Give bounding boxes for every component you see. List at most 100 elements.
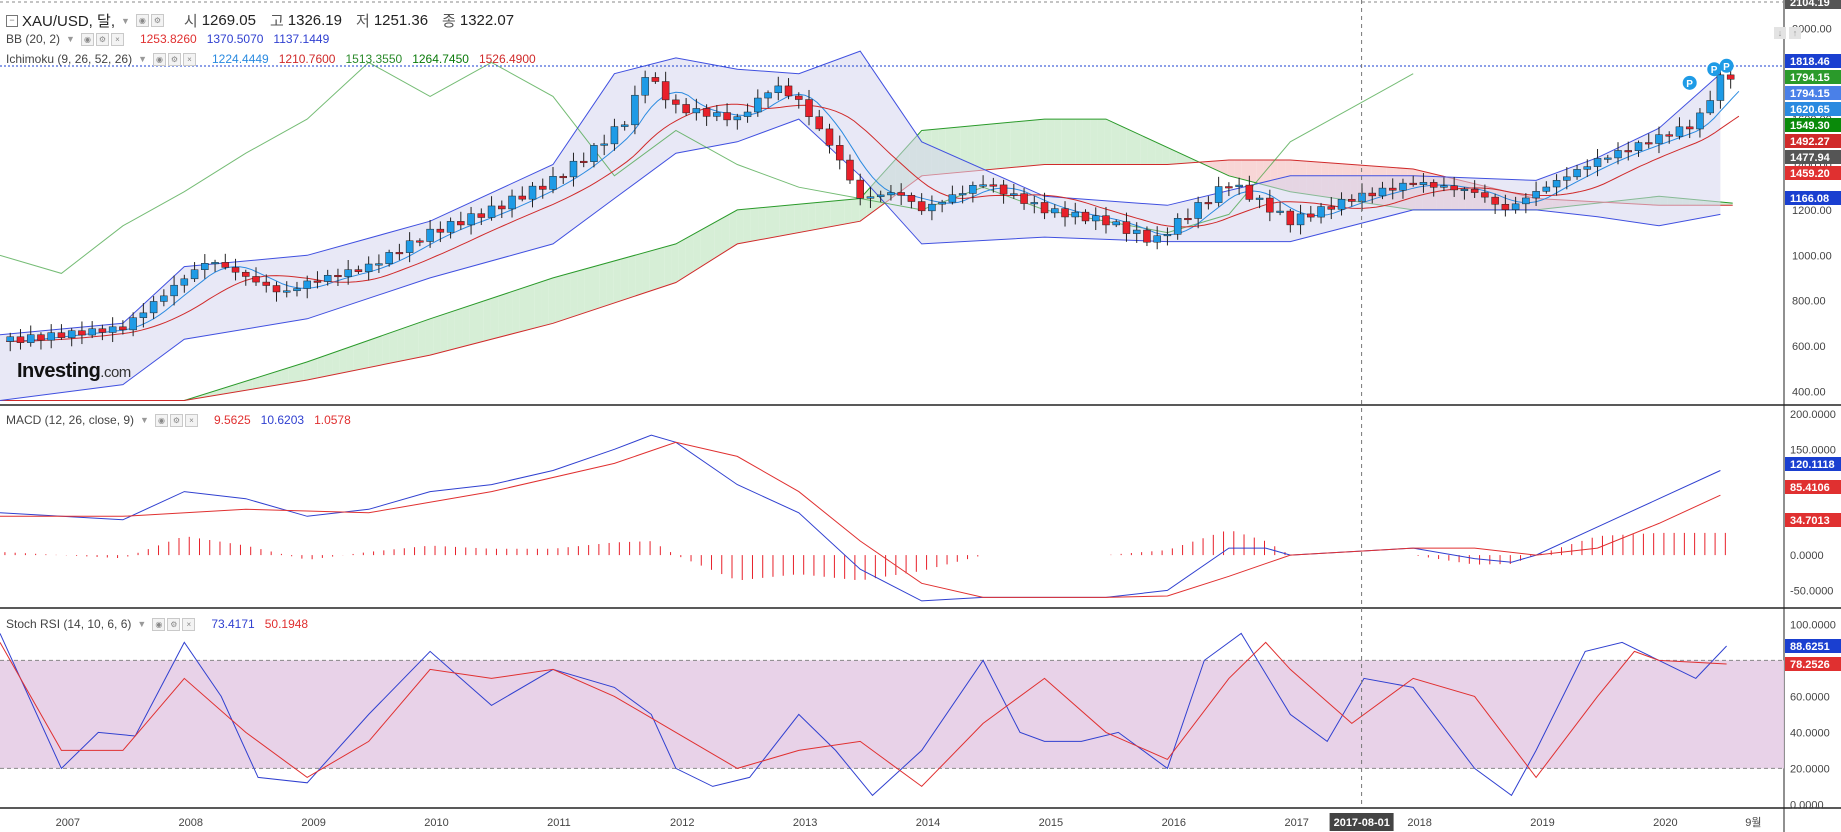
candle [1378, 187, 1387, 197]
ichimoku-cloud [1032, 119, 1040, 166]
settings-icon[interactable]: ⚙ [168, 52, 181, 66]
price-label: 1620.65 [1790, 104, 1830, 116]
settings-icon[interactable]: ⚙ [95, 32, 109, 46]
ichimoku-cloud [498, 293, 506, 338]
time-tick-label: 2016 [1162, 817, 1186, 829]
ichimoku-cloud [1241, 159, 1249, 182]
settings-icon[interactable]: ⚙ [150, 14, 164, 27]
close-value: 1322.07 [459, 12, 515, 29]
chevron-down-icon[interactable]: ▼ [138, 54, 147, 64]
stoch-name[interactable]: Stoch RSI (14, 10, 6, 6) [6, 617, 132, 631]
candle [1010, 193, 1018, 196]
eye-icon[interactable]: ◉ [152, 617, 166, 631]
signal-marker-label: P [1711, 65, 1718, 76]
eye-icon[interactable]: ◉ [135, 14, 149, 27]
ichimoku-cloud [1133, 131, 1141, 165]
ichimoku-cloud [620, 257, 629, 301]
ichimoku-controls[interactable]: ◉ ⚙ × [153, 52, 196, 66]
macd-value-signal: 1.0578 [314, 413, 351, 427]
close-icon[interactable]: × [184, 413, 198, 427]
candle [938, 201, 946, 205]
ichimoku-cloud [404, 325, 412, 361]
chevron-down-icon[interactable]: ▼ [137, 619, 147, 629]
ichimoku-cloud [548, 277, 556, 325]
candle [467, 213, 475, 226]
candle [231, 267, 240, 273]
stoch-controls[interactable]: ◉ ⚙ × [152, 617, 196, 631]
ichimoku-cloud [830, 200, 838, 227]
candle [88, 328, 96, 336]
ichimoku-cloud [729, 210, 737, 250]
ichimoku-name[interactable]: Ichimoku (9, 26, 52, 26) [6, 52, 133, 66]
ichimoku-cloud [592, 265, 600, 311]
ichimoku-cloud [656, 247, 665, 289]
candle [999, 184, 1008, 195]
ichimoku-value-kijun: 1210.7600 [278, 52, 336, 66]
ichimoku-cloud [245, 379, 253, 391]
ichimoku-cloud [447, 310, 455, 351]
ichimoku-cloud [389, 330, 398, 364]
close-icon[interactable]: × [182, 617, 196, 631]
ichimoku-cloud [844, 199, 852, 225]
ichimoku-cloud [1220, 160, 1228, 176]
candle [477, 213, 486, 218]
ichimoku-cloud [462, 305, 470, 347]
high-label: 고 [269, 13, 284, 30]
candle [1685, 126, 1694, 130]
settings-icon[interactable]: ⚙ [169, 413, 183, 427]
candle [1102, 215, 1110, 226]
crosshair-date-label: 2017-08-01 [1334, 817, 1390, 829]
ichimoku-cloud [267, 372, 275, 387]
macd-controls[interactable]: ◉ ⚙ × [154, 413, 198, 427]
close-icon[interactable]: × [110, 32, 124, 46]
candle [702, 108, 711, 117]
candle [1563, 176, 1571, 181]
candle [1388, 187, 1397, 191]
ichimoku-cloud [685, 234, 694, 277]
candle [1071, 211, 1080, 218]
ichimoku-cloud [512, 288, 520, 334]
ichimoku-cloud [613, 259, 621, 304]
signal-line [0, 441, 1721, 598]
chevron-down-icon[interactable]: ▼ [120, 15, 130, 26]
symbol-controls[interactable]: ◉ ⚙ [135, 14, 164, 27]
macd-name[interactable]: MACD (12, 26, close, 9) [6, 413, 135, 427]
bb-controls[interactable]: ◉ ⚙ × [80, 32, 124, 46]
ichimoku-cloud [368, 337, 376, 368]
ichimoku-cloud [851, 198, 860, 223]
candle [385, 252, 393, 264]
arrow-up-icon[interactable]: ↑ [1789, 27, 1801, 39]
candle [887, 192, 895, 196]
candle [846, 159, 854, 181]
arrow-down-icon[interactable]: ↓ [1774, 27, 1786, 39]
macd-label: 85.4106 [1790, 482, 1830, 494]
candle [1061, 208, 1069, 218]
candle [1307, 213, 1315, 218]
candle [6, 336, 14, 342]
signal-marker [1682, 75, 1697, 90]
eye-icon[interactable]: ◉ [80, 32, 94, 46]
eye-icon[interactable]: ◉ [153, 52, 166, 66]
settings-icon[interactable]: ⚙ [167, 617, 181, 631]
eye-icon[interactable]: ◉ [154, 413, 168, 427]
collapse-square-icon[interactable]: − [6, 14, 18, 27]
chevron-down-icon[interactable]: ▼ [140, 415, 149, 425]
ichimoku-cloud [750, 207, 759, 242]
candle [1030, 202, 1039, 205]
macd-label: 120.1118 [1790, 459, 1835, 471]
candle [354, 269, 363, 272]
candle [1255, 197, 1264, 200]
ichimoku-cloud [418, 320, 426, 358]
chevron-down-icon[interactable]: ▼ [66, 34, 75, 44]
bb-name[interactable]: BB (20, 2) [6, 32, 61, 46]
ichimoku-cloud [1227, 159, 1235, 178]
symbol-name[interactable]: XAU/USD, 달, [22, 13, 115, 30]
signal-marker-label: P [1723, 62, 1730, 73]
ichimoku-cloud [1155, 141, 1163, 165]
open-label: 시 [183, 13, 198, 30]
candle [1675, 126, 1684, 137]
close-icon[interactable]: × [183, 52, 196, 66]
ichimoku-cloud [635, 253, 643, 296]
ichimoku-cloud [339, 348, 347, 374]
